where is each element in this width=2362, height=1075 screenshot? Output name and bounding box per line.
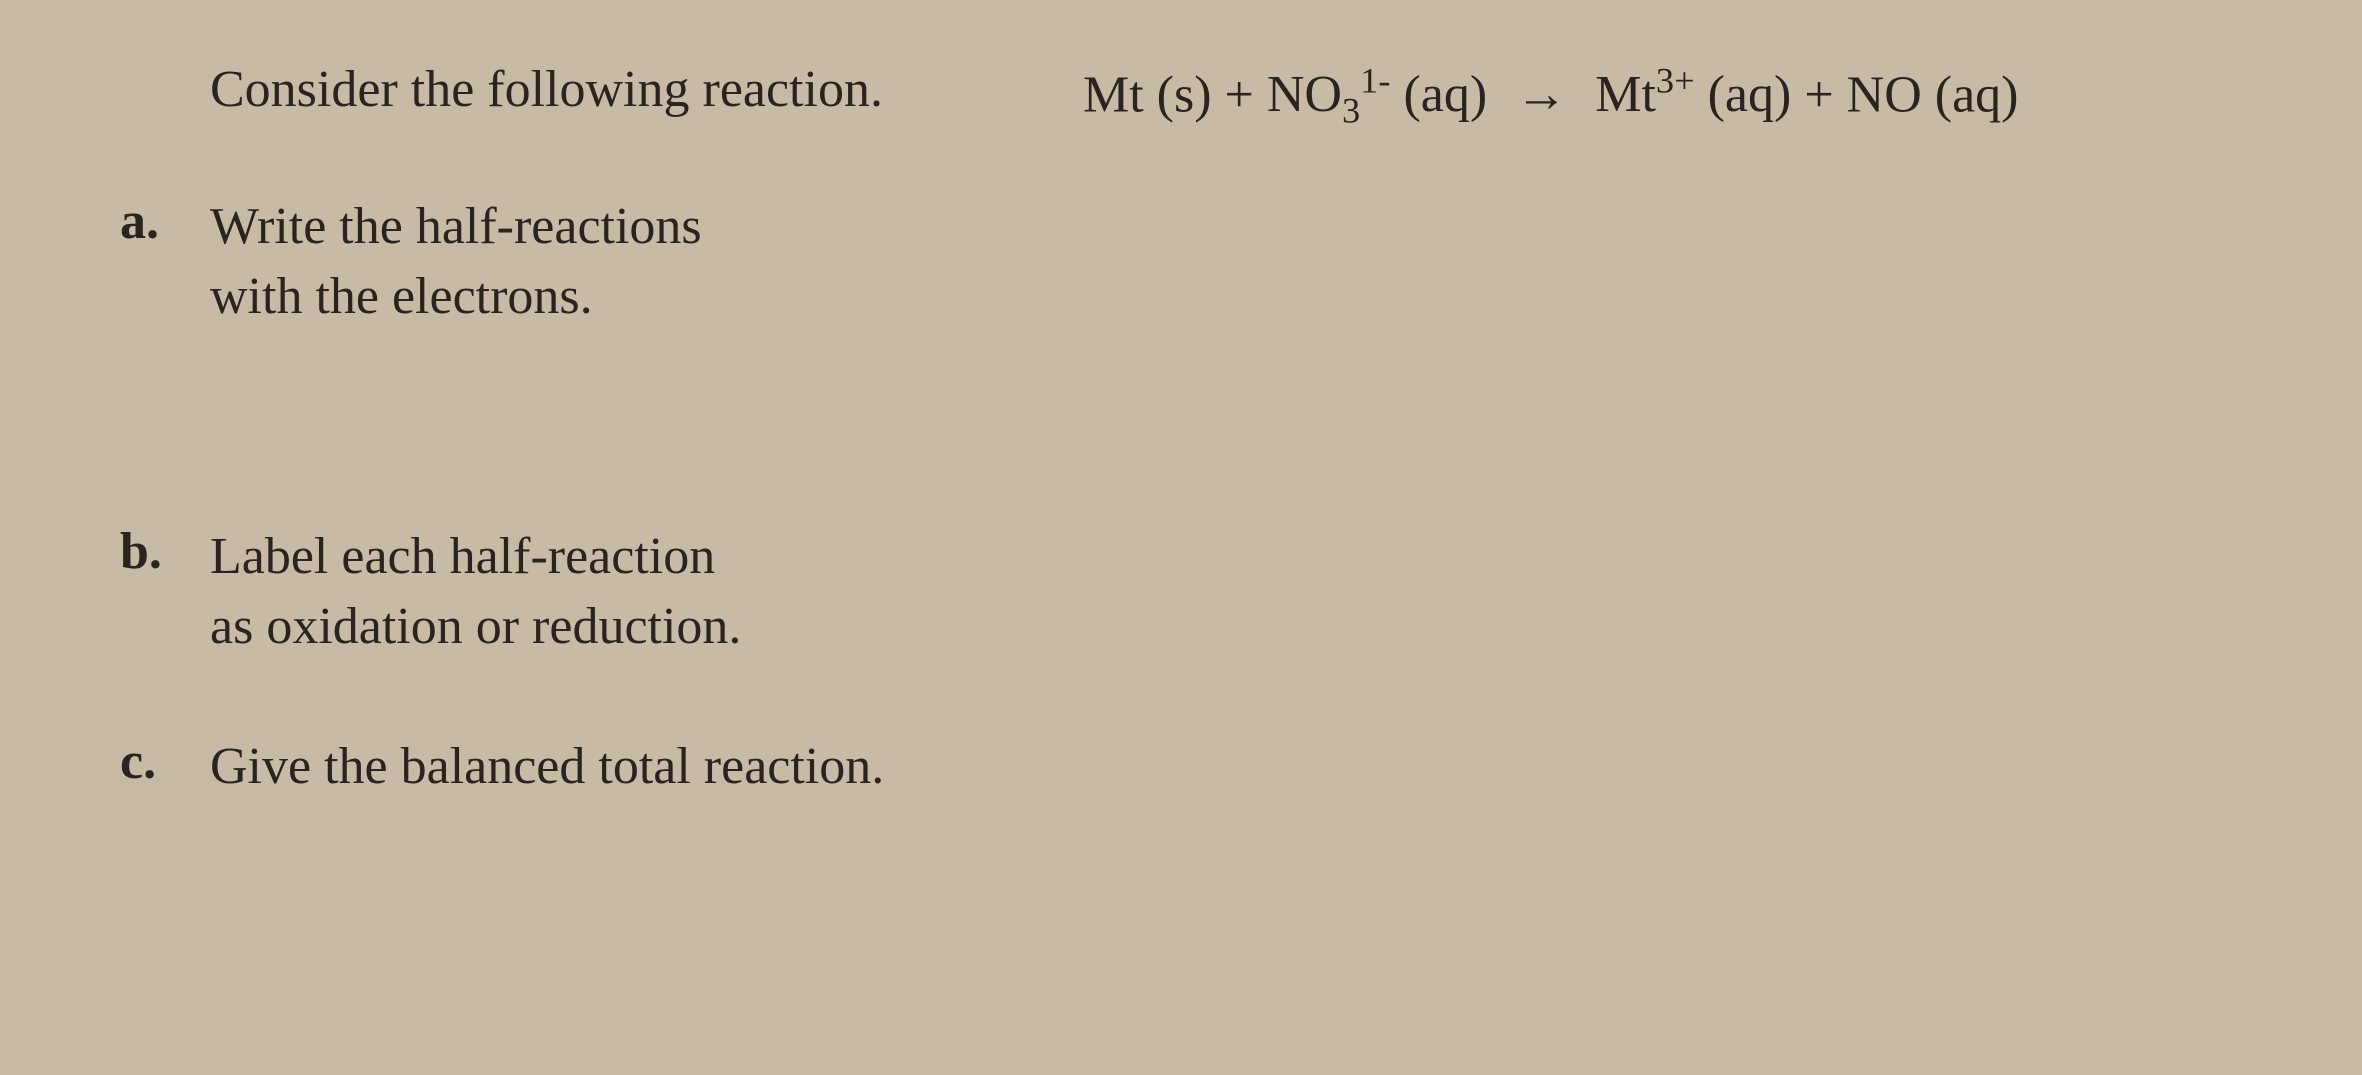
- product-1: Mt3+ (aq): [1595, 66, 1791, 123]
- reactant-1: Mt (s): [1083, 66, 1212, 123]
- question-c-text: Give the balanced total reaction.: [210, 732, 884, 802]
- plus-2: +: [1804, 66, 1833, 123]
- question-b: b. Label each half-reaction as oxidation…: [80, 522, 2282, 662]
- product-2: NO (aq): [1847, 66, 2019, 123]
- spacer: [80, 712, 2282, 732]
- spacer: [80, 382, 2282, 522]
- plus-1: +: [1225, 66, 1254, 123]
- prompt-text: Consider the following reaction.: [210, 60, 883, 119]
- question-c: c. Give the balanced total reaction.: [80, 732, 2282, 802]
- question-c-label: c.: [80, 732, 210, 791]
- question-a: a. Write the half-reactions with the ele…: [80, 192, 2282, 332]
- reactant-2: NO31- (aq): [1267, 66, 1487, 123]
- chemical-equation: Mt (s) + NO31- (aq) → Mt3+ (aq) + NO (aq…: [1083, 60, 2019, 132]
- question-b-text: Label each half-reaction as oxidation or…: [210, 522, 741, 662]
- reaction-arrow: →: [1515, 65, 1567, 124]
- problem-header-row: Consider the following reaction. Mt (s) …: [80, 60, 2282, 132]
- question-a-text: Write the half-reactions with the electr…: [210, 192, 702, 332]
- question-a-label: a.: [80, 192, 210, 251]
- question-b-label: b.: [80, 522, 210, 581]
